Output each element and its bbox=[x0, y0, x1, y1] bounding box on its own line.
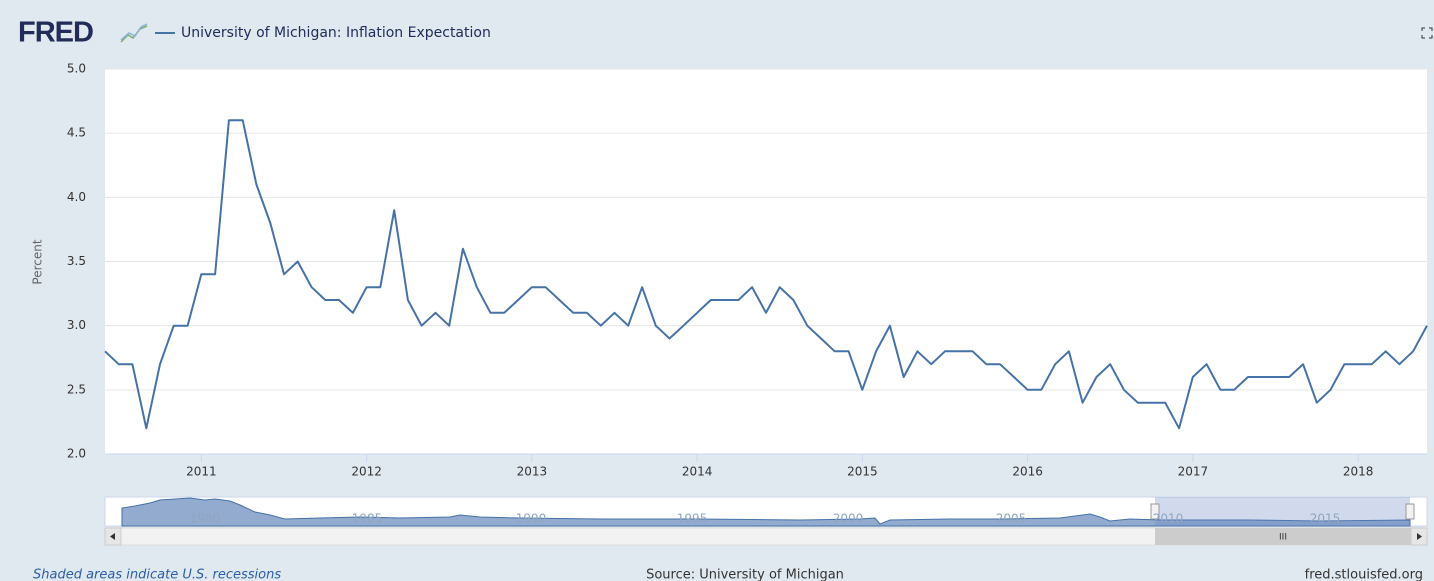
series-line bbox=[104, 119, 1428, 430]
scrollbar[interactable] bbox=[104, 527, 1428, 546]
y-tick-label: 3.0 bbox=[67, 318, 86, 332]
recession-note: Shaded areas indicate U.S. recessions bbox=[33, 568, 281, 581]
y-tick-label: 2.5 bbox=[67, 382, 86, 396]
brand-logo[interactable]: FRED bbox=[18, 17, 94, 49]
navigator-label: 2010 bbox=[1153, 512, 1184, 526]
x-tick-label: 2012 bbox=[351, 465, 382, 479]
source: Source: University of Michigan bbox=[646, 568, 844, 581]
y-tick-label: 2.0 bbox=[67, 447, 86, 461]
navigator-label: 2015 bbox=[1310, 512, 1341, 526]
navigator-label: 1995 bbox=[677, 512, 708, 526]
y-tick-label: 5.0 bbox=[67, 62, 86, 76]
x-tick-label: 2013 bbox=[517, 465, 548, 479]
scrollbar-grip: III bbox=[1279, 533, 1287, 543]
x-tick-label: 2014 bbox=[682, 465, 713, 479]
grid: 2.0 2.5 3.0 3.5 4.0 4.5 5.0 2011 2012 2013 2014 201… bbox=[67, 62, 1427, 479]
x-tick-label: 2016 bbox=[1012, 465, 1043, 479]
y-tick-label: 3.5 bbox=[67, 254, 86, 268]
x-tick-label: 2015 bbox=[847, 465, 878, 479]
x-tick-label: 2017 bbox=[1178, 465, 1209, 479]
navigator-label: 2000 bbox=[833, 512, 864, 526]
logo-icon bbox=[120, 23, 148, 44]
navigator[interactable] bbox=[104, 496, 1428, 527]
site-url[interactable]: fred.stlouisfed.org bbox=[1305, 568, 1423, 581]
legend-label: University of Michigan: Inflation Expect… bbox=[181, 25, 491, 41]
navigator-label: 1990 bbox=[516, 512, 547, 526]
y-axis-title: Percent bbox=[31, 239, 45, 284]
y-tick-label: 4.5 bbox=[67, 126, 86, 140]
fullscreen-icon[interactable] bbox=[1421, 27, 1433, 39]
navigator-labels: 1980 1985 1990 1995 2000 2005 2010 2015 bbox=[190, 512, 1341, 526]
x-tick-label: 2011 bbox=[186, 465, 217, 479]
navigator-label: 2005 bbox=[996, 512, 1027, 526]
x-tick-label: 2018 bbox=[1343, 465, 1374, 479]
navigator-label: 1985 bbox=[352, 512, 383, 526]
series bbox=[104, 119, 1428, 430]
y-tick-label: 4.0 bbox=[67, 190, 86, 204]
navigator-label: 1980 bbox=[190, 512, 221, 526]
